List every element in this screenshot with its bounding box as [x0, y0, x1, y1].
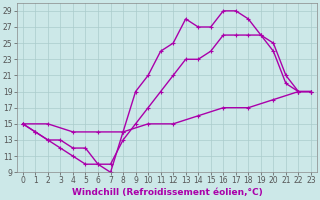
X-axis label: Windchill (Refroidissement éolien,°C): Windchill (Refroidissement éolien,°C): [72, 188, 262, 197]
